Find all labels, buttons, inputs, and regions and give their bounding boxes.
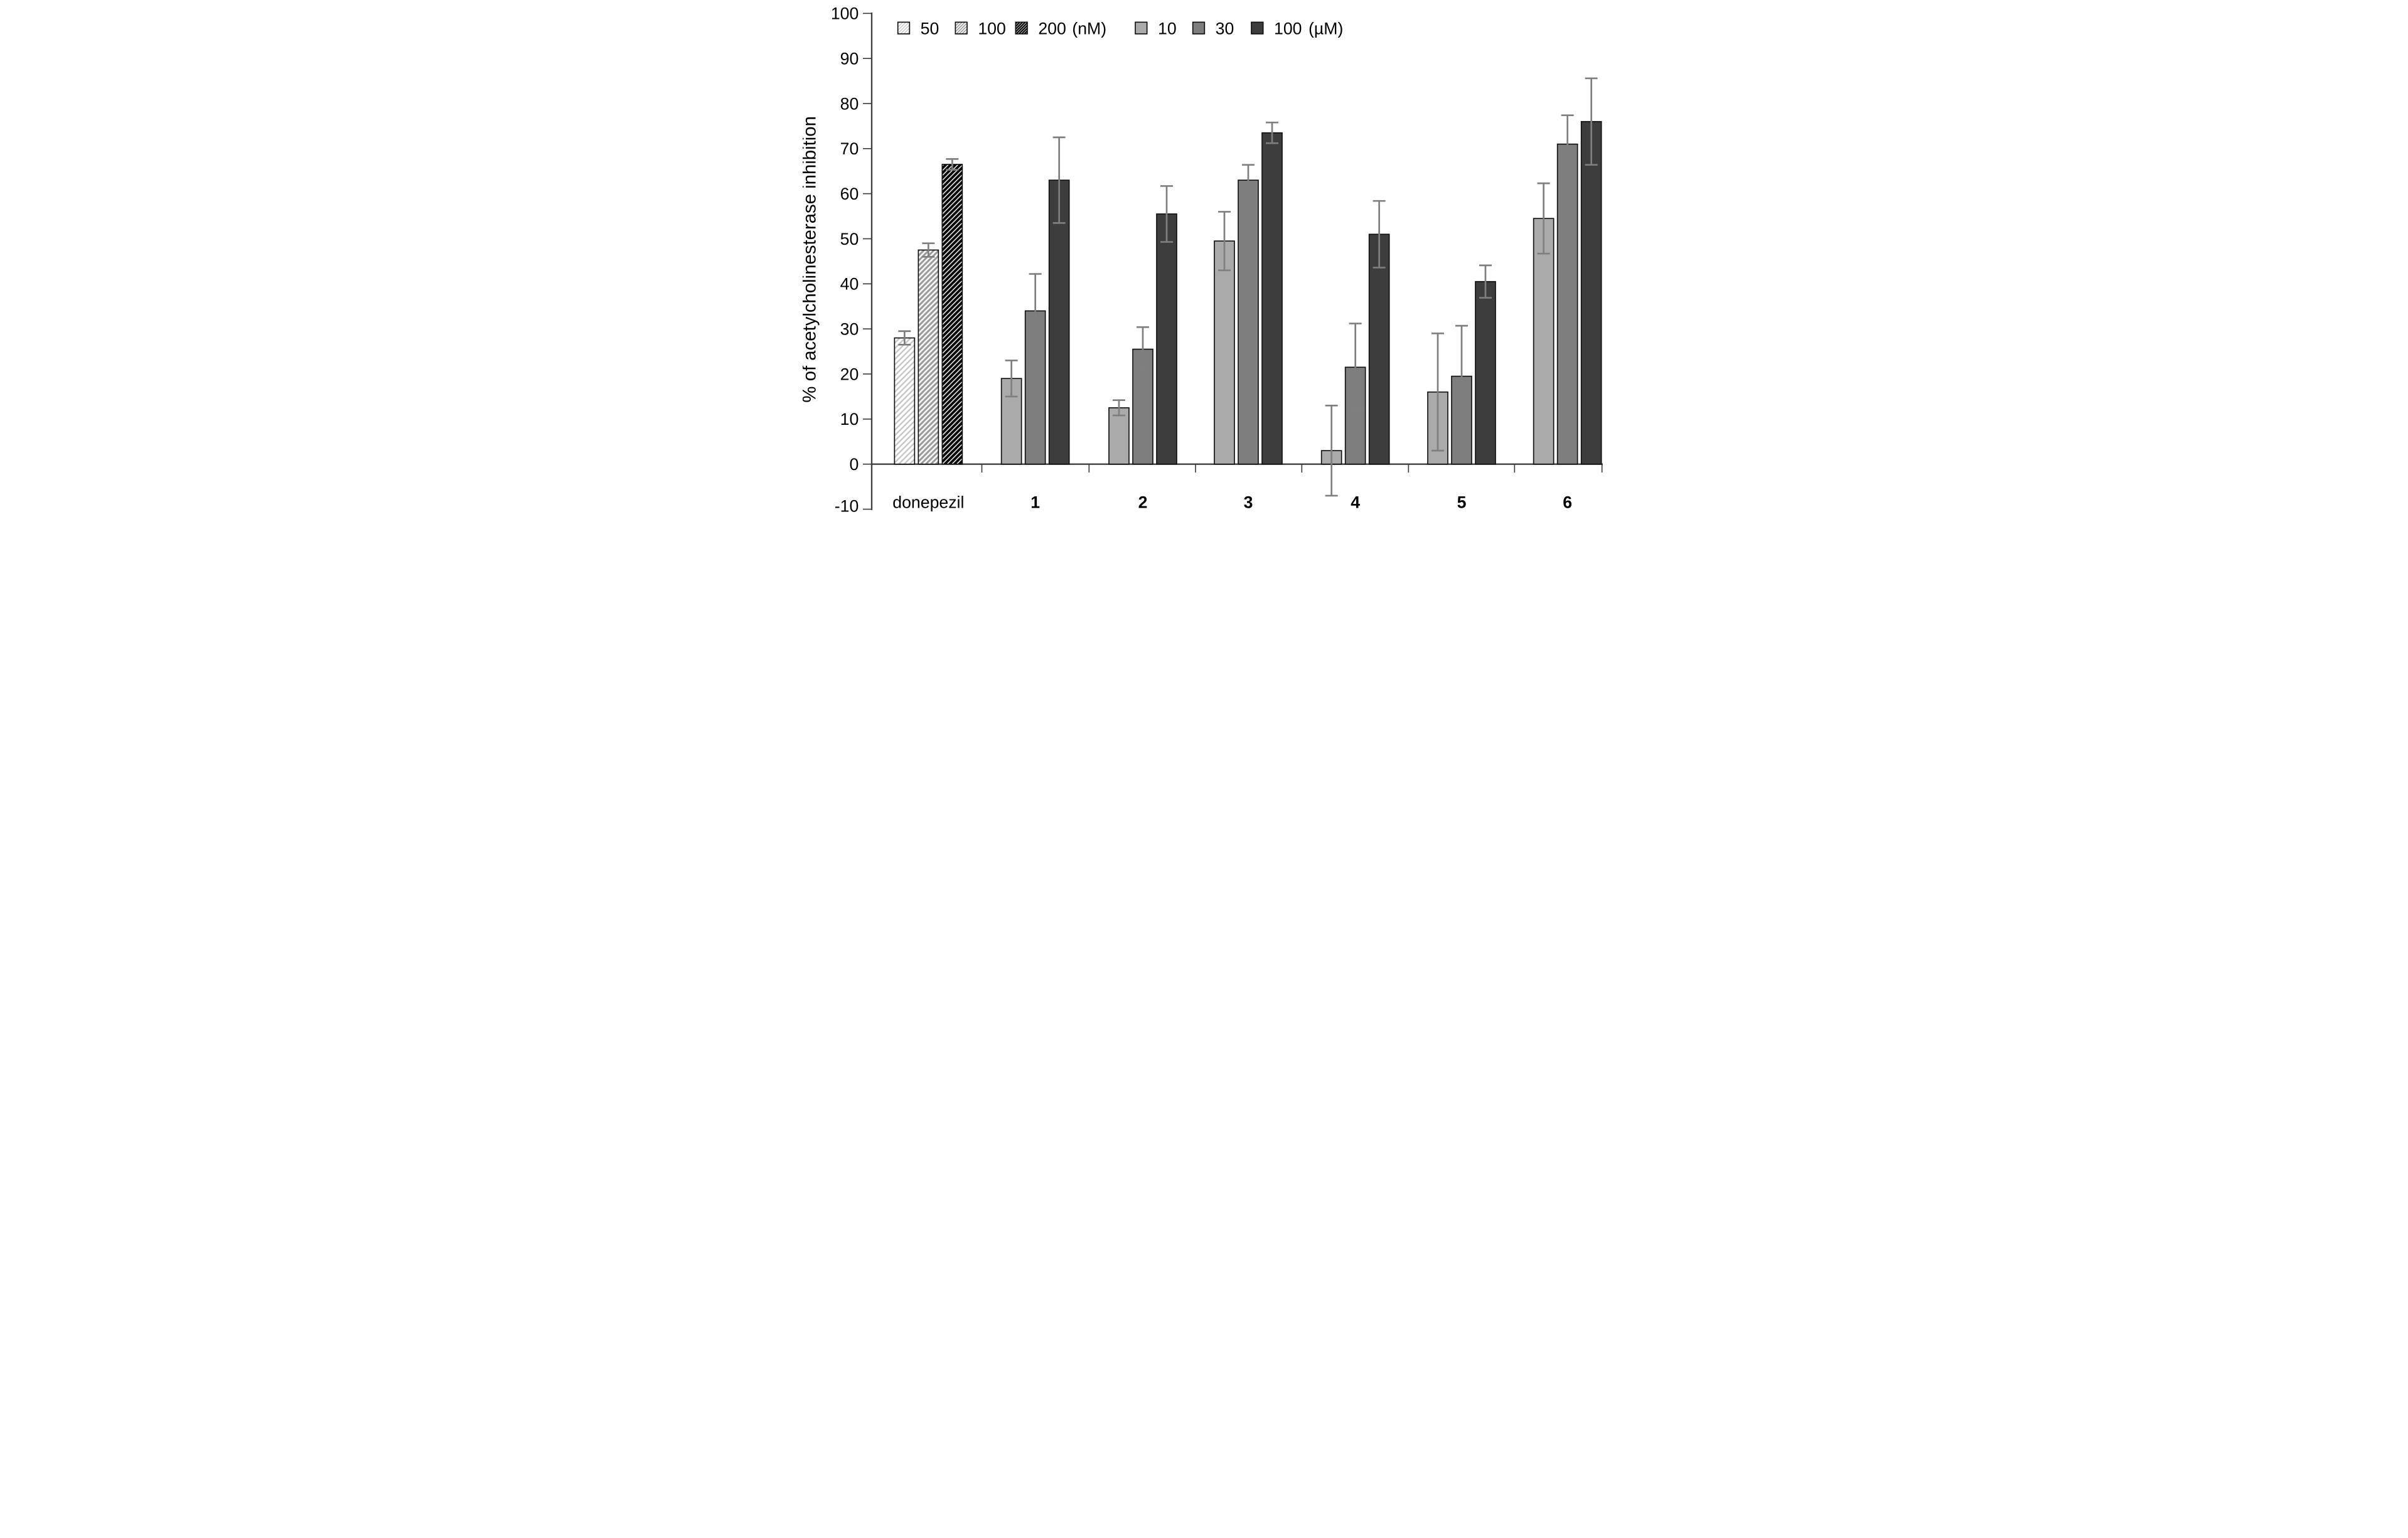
bar-donepezil-50nM xyxy=(894,337,916,465)
y-tick-label-30: 30 xyxy=(840,320,859,339)
legend-unit-uM: (µM) xyxy=(1308,19,1343,38)
x-label-donepezil: donepezil xyxy=(892,493,964,511)
legend-swatch-uM-10 xyxy=(1135,21,1148,35)
bar-4-100uM xyxy=(1368,233,1390,465)
y-axis-title: % of acetylcholinesterase inhibition xyxy=(803,116,820,402)
error-bars-layer xyxy=(898,77,1598,497)
bar-6-30uM xyxy=(1556,143,1578,465)
legend-swatch-uM-100 xyxy=(1251,21,1264,35)
x-label-4: 4 xyxy=(1351,493,1360,511)
legend-label-nM-50: 50 xyxy=(921,19,939,38)
y-tick-label-90: 90 xyxy=(840,50,859,68)
legend-label-uM-10: 10 xyxy=(1158,19,1177,38)
y-tick-label-60: 60 xyxy=(840,184,859,203)
bar-donepezil-200nM xyxy=(941,164,963,465)
bars-layer xyxy=(894,120,1602,465)
legend: 50 100 200 (nM) 10 30 100 (µM) xyxy=(897,19,1343,38)
y-tick-label-70: 70 xyxy=(840,139,859,158)
y-tick-label-20: 20 xyxy=(840,365,859,383)
x-axis-labels: donepezil 1 2 3 4 5 6 xyxy=(892,493,1572,511)
bar-3-100uM xyxy=(1261,132,1283,465)
bar-2-100uM xyxy=(1156,213,1177,465)
bar-donepezil-100nM xyxy=(918,249,939,465)
chart-canvas: % of acetylcholinesterase inhibition -10… xyxy=(803,4,1603,513)
x-label-2: 2 xyxy=(1138,493,1148,511)
bar-6-10uM xyxy=(1533,218,1554,465)
bar-3-10uM xyxy=(1214,240,1235,465)
bar-2-10uM xyxy=(1108,407,1130,465)
y-tick-label--10: -10 xyxy=(835,496,859,513)
axes: -10 0 10 20 30 40 50 60 70 80 90 100 xyxy=(831,4,1603,513)
legend-label-uM-100: 100 xyxy=(1274,19,1302,38)
bar-1-100uM xyxy=(1048,179,1070,465)
y-tick-label-100: 100 xyxy=(831,4,859,23)
bar-6-100uM xyxy=(1580,120,1602,465)
legend-label-nM-200: 200 xyxy=(1038,19,1066,38)
legend-swatch-nM-50 xyxy=(897,21,911,35)
legend-swatch-nM-100 xyxy=(955,21,968,35)
y-tick-label-40: 40 xyxy=(840,275,859,294)
x-label-3: 3 xyxy=(1244,493,1253,511)
x-label-1: 1 xyxy=(1030,493,1040,511)
x-label-5: 5 xyxy=(1457,493,1467,511)
bar-chart: % of acetylcholinesterase inhibition -10… xyxy=(803,0,1605,513)
x-label-6: 6 xyxy=(1563,493,1572,511)
legend-swatch-uM-30 xyxy=(1192,21,1206,35)
bar-3-30uM xyxy=(1238,179,1259,465)
y-tick-label-80: 80 xyxy=(840,94,859,113)
legend-swatch-nM-200 xyxy=(1015,21,1028,35)
legend-label-uM-30: 30 xyxy=(1216,19,1234,38)
bar-5-100uM xyxy=(1475,280,1496,465)
legend-unit-nM: (nM) xyxy=(1072,19,1106,38)
y-tick-label-10: 10 xyxy=(840,410,859,429)
legend-label-nM-100: 100 xyxy=(978,19,1005,38)
y-tick-label-50: 50 xyxy=(840,230,859,248)
y-tick-label-0: 0 xyxy=(850,455,859,474)
